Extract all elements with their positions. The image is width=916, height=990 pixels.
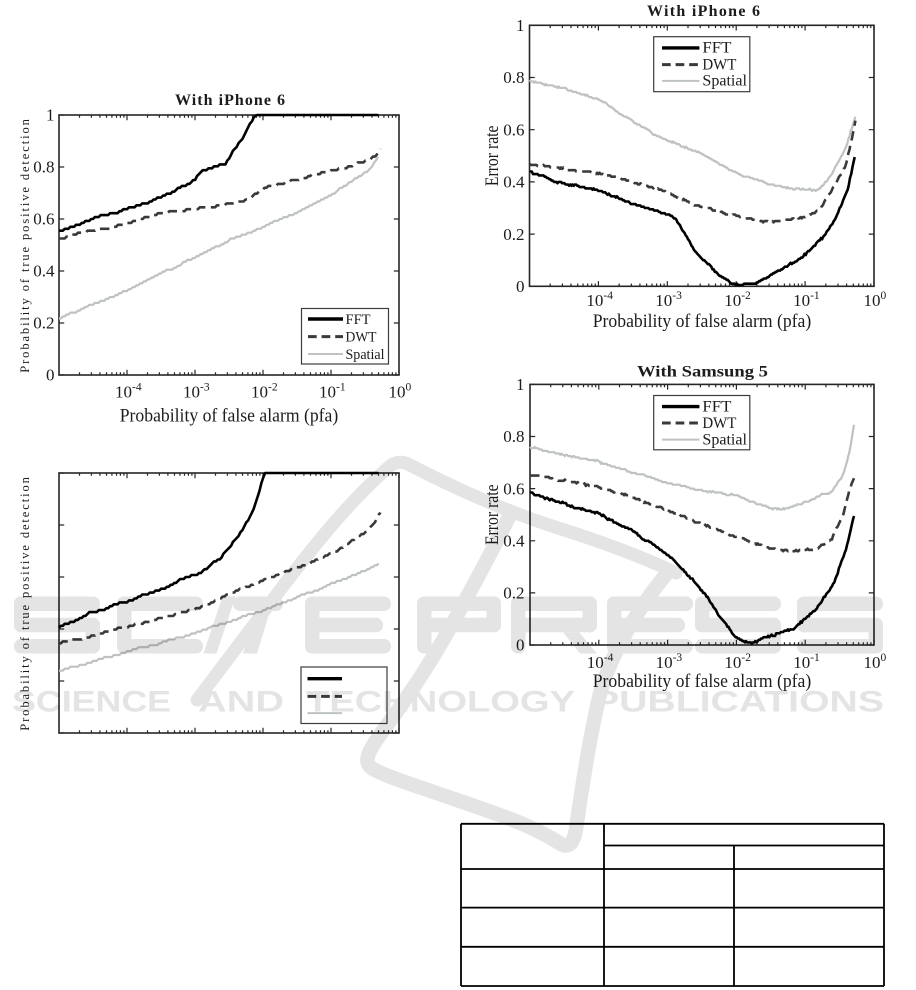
svg-text:0.6: 0.6	[33, 210, 54, 229]
svg-text:Spatial: Spatial	[346, 347, 385, 363]
svg-text:1: 1	[516, 375, 525, 394]
svg-text:0.6: 0.6	[503, 120, 524, 139]
svg-text:FFT: FFT	[346, 312, 371, 328]
svg-text:Probability of false alarm (pf: Probability of false alarm (pfa)	[120, 405, 339, 426]
svg-text:0: 0	[46, 366, 55, 385]
svg-text:DWT: DWT	[702, 56, 737, 73]
svg-text:SCIENCE: SCIENCE	[12, 686, 171, 719]
svg-text:TECHNOLOGY: TECHNOLOGY	[306, 686, 575, 719]
svg-text:Spatial: Spatial	[702, 73, 747, 90]
svg-text:AND: AND	[198, 686, 284, 719]
svg-text:1: 1	[516, 16, 525, 35]
svg-text:Probability of true positive d: Probability of true positive detection	[18, 117, 32, 373]
svg-text:0: 0	[516, 277, 525, 296]
svg-text:0.8: 0.8	[33, 158, 54, 177]
svg-text:0.6: 0.6	[503, 479, 524, 498]
svg-text:With iPhone 6: With iPhone 6	[647, 3, 760, 20]
svg-text:0.2: 0.2	[503, 225, 524, 244]
svg-text:0.4: 0.4	[33, 262, 55, 281]
svg-text:Probability of false alarm (pf: Probability of false alarm (pfa)	[593, 671, 812, 692]
svg-text:Spatial: Spatial	[702, 431, 747, 448]
svg-text:FFT: FFT	[702, 398, 732, 415]
svg-text:PUBLICATIONS: PUBLICATIONS	[593, 686, 884, 719]
svg-text:0.4: 0.4	[503, 173, 525, 192]
svg-text:0.8: 0.8	[503, 427, 524, 446]
svg-text:0.4: 0.4	[503, 532, 525, 551]
svg-text:1: 1	[46, 106, 55, 125]
svg-text:With Samsung 5: With Samsung 5	[637, 364, 768, 381]
svg-text:Error rate: Error rate	[482, 125, 503, 186]
svg-text:FFT: FFT	[702, 40, 732, 57]
svg-text:0.2: 0.2	[33, 314, 54, 333]
svg-text:With iPhone 6: With iPhone 6	[175, 92, 285, 109]
svg-text:DWT: DWT	[702, 415, 737, 432]
svg-text:Probability of false alarm (pf: Probability of false alarm (pfa)	[593, 311, 812, 332]
svg-text:0.8: 0.8	[503, 68, 524, 87]
svg-text:DWT: DWT	[346, 329, 377, 345]
